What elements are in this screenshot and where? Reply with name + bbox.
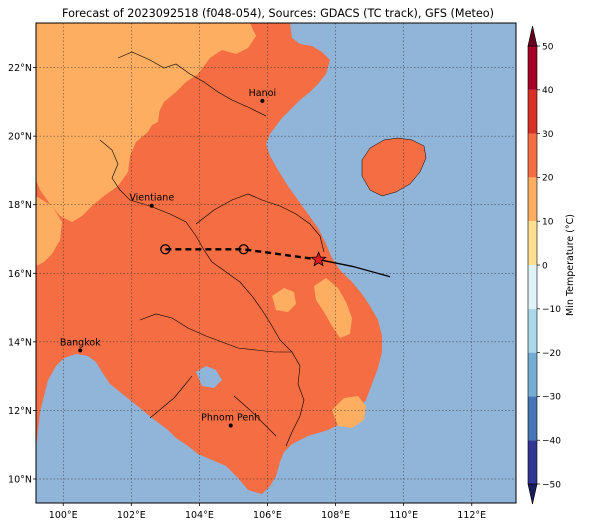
lat-tick-label: 14°N [8, 337, 32, 348]
colorbar-tick-label: 20 [542, 174, 554, 184]
colorbar-segment [528, 46, 537, 90]
lat-tick-label: 20°N [8, 132, 32, 143]
colorbar-segment [528, 308, 537, 353]
city-label: Phnom Penh [201, 413, 260, 424]
lat-tick-label: 18°N [8, 200, 32, 211]
city-marker [260, 98, 265, 103]
cool-region-spot [146, 100, 160, 126]
colorbar-tick-label: −30 [542, 393, 561, 403]
colorbar-segment [528, 221, 537, 265]
city-label: Bangkok [60, 337, 101, 348]
lon-tick-label: 102°E [117, 510, 146, 521]
lat-tick-label: 12°N [8, 406, 32, 417]
latitude-ticks: 10°N 12°N 14°N 16°N 18°N 20°N 22°N [8, 63, 36, 486]
colorbar: −50 −40 −30 −20 −10 0 10 20 30 40 50 [527, 25, 561, 505]
lon-tick-label: 106°E [253, 510, 282, 521]
city-marker [78, 348, 83, 353]
gridlines [36, 23, 516, 503]
cyclone-track [160, 244, 391, 278]
colorbar-segment [528, 177, 537, 222]
figure-title: Forecast of 2023092518 (f048-054), Sourc… [62, 7, 494, 20]
longitude-ticks: 100°E 102°E 104°E 106°E 108°E 110°E 112°E [49, 503, 486, 521]
colorbar-segment [528, 352, 537, 397]
track-point-circle [160, 244, 171, 255]
cool-region-north [36, 23, 256, 222]
colorbar-segment [528, 133, 537, 178]
city-marker [228, 423, 233, 428]
lon-tick-label: 110°E [389, 510, 418, 521]
cool-region-south [332, 396, 366, 428]
cool-region-west [36, 196, 62, 266]
land-hainan [361, 137, 427, 197]
colorbar-tick-label: −50 [542, 480, 561, 490]
lon-tick-label: 104°E [185, 510, 214, 521]
colorbar-min-extend [527, 483, 538, 505]
cool-region-laos [272, 288, 296, 312]
colorbar-tick-label: 40 [542, 86, 554, 96]
colorbar-tick-label: 50 [542, 42, 554, 52]
track-past-line [318, 258, 391, 278]
water-tonle-sap [196, 366, 222, 388]
country-borders [99, 51, 325, 447]
lat-tick-label: 16°N [8, 269, 32, 280]
colorbar-segment [528, 265, 537, 309]
city-marker [149, 203, 154, 208]
lat-tick-label: 22°N [8, 63, 32, 74]
current-position-star-icon [310, 250, 327, 267]
colorbar-tick-label: 30 [542, 130, 554, 140]
map-frame [35, 22, 517, 504]
city-label: Vientiane [129, 193, 174, 204]
cool-region-annam [314, 278, 352, 338]
colorbar-tick-label: −40 [542, 437, 561, 447]
colorbar-segment [528, 89, 537, 134]
colorbar-segment [528, 440, 537, 484]
colorbar-label: Min Temperature (°C) [565, 214, 576, 316]
lat-tick-label: 10°N [8, 475, 32, 486]
colorbar-tick-label: −10 [542, 305, 561, 315]
lon-tick-label: 108°E [321, 510, 350, 521]
track-point-circle [238, 244, 249, 255]
city-label: Hanoi [249, 88, 276, 99]
colorbar-max-extend [527, 25, 538, 47]
cities-layer: Hanoi Vientiane Bangkok Phnom Penh [60, 88, 276, 428]
colorbar-tick-label: 10 [542, 218, 554, 228]
colorbar-tick-label: 0 [542, 261, 548, 271]
lon-tick-label: 100°E [49, 510, 78, 521]
colorbar-segment [528, 396, 537, 441]
colorbar-tick-label: −20 [542, 349, 561, 359]
lon-tick-label: 112°E [457, 510, 486, 521]
